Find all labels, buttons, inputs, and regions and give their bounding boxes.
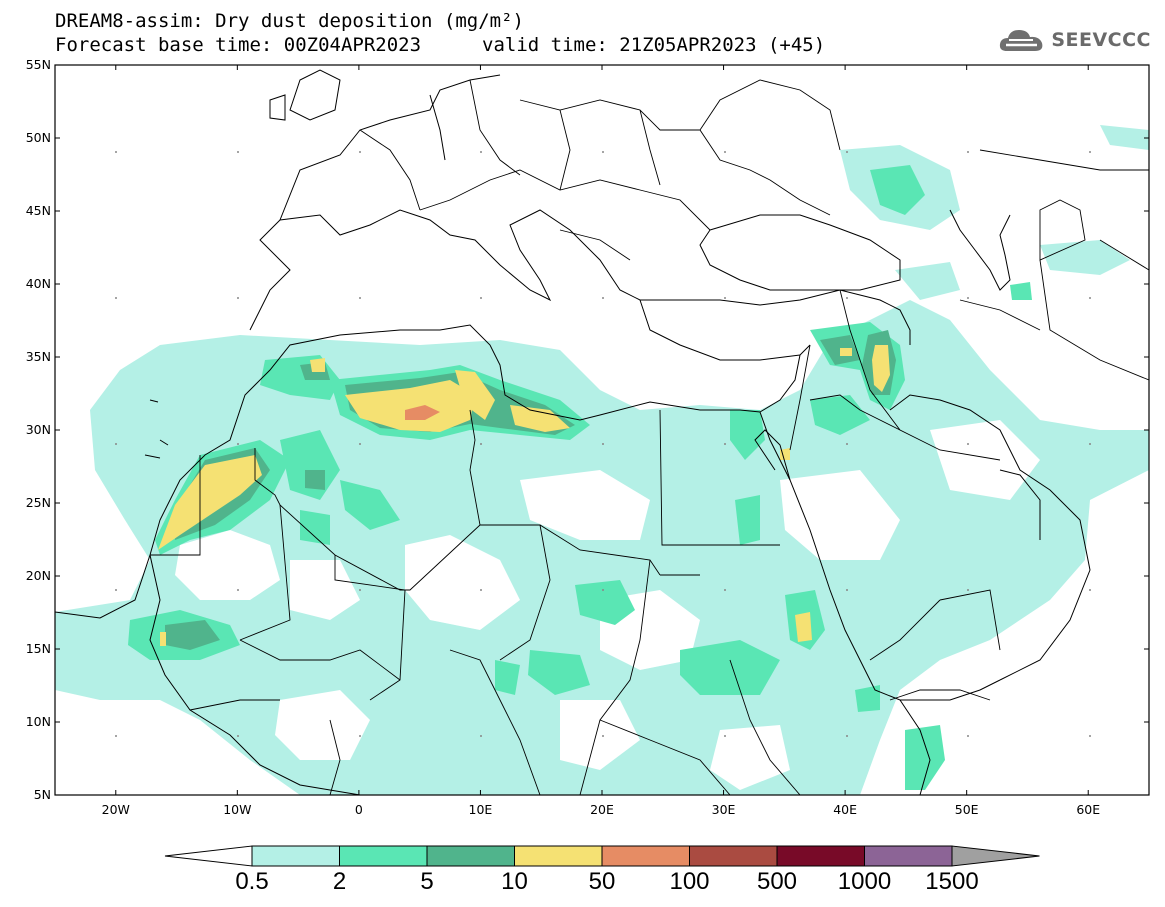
lat-label: 40N: [26, 276, 51, 291]
colorbar-swatch: [339, 845, 428, 867]
lat-label: 45N: [26, 203, 51, 218]
colorbar-label: 1500: [925, 868, 979, 895]
lat-label: 30N: [26, 422, 51, 437]
colorbar-label: 1000: [837, 868, 892, 895]
colorbar-low-arrow: [164, 845, 253, 867]
colorbar-label: 500: [756, 868, 798, 895]
lon-label: 50E: [955, 802, 979, 817]
lat-label: 5N: [34, 787, 51, 802]
lat-label: 20N: [26, 568, 51, 583]
lat-label: 10N: [26, 714, 51, 729]
colorbar-swatch: [251, 845, 340, 867]
colorbar-swatch: [601, 845, 690, 867]
colorbar-high-arrow: [951, 845, 1040, 867]
lon-label: 10W: [223, 802, 251, 817]
colorbar-label: 5: [420, 868, 434, 895]
seevccc-logo: SEEVCCC: [997, 25, 1151, 55]
colorbar-swatch: [689, 845, 778, 867]
dust-gaps: [175, 420, 1040, 790]
colorbar-label: 100: [669, 868, 710, 895]
forecast-base-time: Forecast base time: 00Z04APR2023: [55, 34, 422, 56]
lon-label: 60E: [1076, 802, 1100, 817]
lon-label: 10E: [469, 802, 493, 817]
lat-label: 55N: [26, 57, 51, 72]
lon-label: 0: [355, 802, 363, 817]
axis-ticks: 55N 50N 45N 40N 35N 30N 25N 20N 15N 10N 5N 20W 10W 0 1…: [26, 57, 1149, 817]
colorbar-label: 0.5: [235, 868, 269, 895]
colorbar-label: 10: [501, 868, 528, 895]
map-content: [55, 69, 1149, 795]
lon-label: 40E: [833, 802, 857, 817]
colorbar-swatch: [514, 845, 603, 867]
map-title: DREAM8-assim: Dry dust deposition (mg/m²…: [55, 10, 524, 32]
colorbar-swatch: [426, 845, 515, 867]
valid-time: valid time: 21Z05APR2023 (+45): [482, 34, 826, 56]
lon-label: 20E: [590, 802, 614, 817]
colorbar-swatch: [776, 845, 865, 867]
cloud-logo-icon: [1000, 30, 1043, 51]
dust-level-50: [405, 405, 440, 420]
lat-label: 25N: [26, 495, 51, 510]
colorbar-label: 50: [588, 868, 616, 895]
colorbar-swatch: [864, 845, 953, 867]
grid-dots: [115, 151, 1091, 737]
lon-label: 20W: [102, 802, 130, 817]
colorbar: [164, 845, 1040, 867]
lat-label: 35N: [26, 349, 51, 364]
logo-text: SEEVCCC: [1051, 29, 1151, 51]
colorbar-label: 2: [332, 868, 347, 895]
lat-label: 15N: [26, 641, 51, 656]
country-borders: [150, 79, 1149, 795]
lat-label: 50N: [26, 130, 51, 145]
dust-level-10: [158, 345, 890, 646]
lon-label: 30E: [712, 802, 736, 817]
